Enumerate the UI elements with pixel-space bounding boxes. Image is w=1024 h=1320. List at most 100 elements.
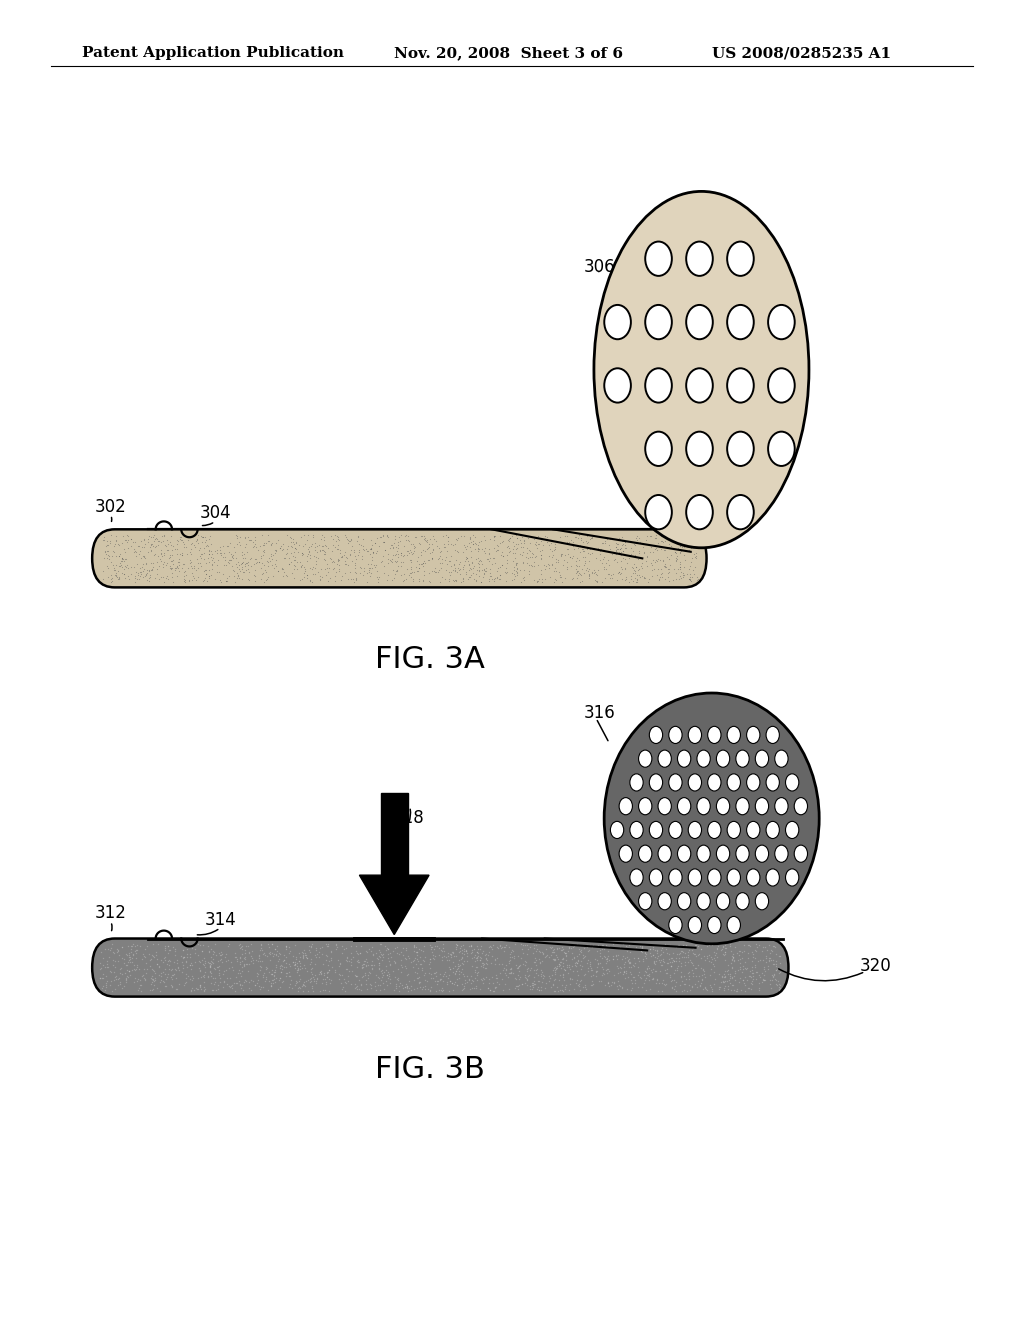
- Point: [532, 953, 549, 974]
- Point: [146, 968, 163, 989]
- Point: [423, 964, 439, 985]
- Point: [385, 537, 401, 558]
- Point: [690, 936, 707, 957]
- Point: [623, 979, 639, 1001]
- Point: [433, 566, 450, 587]
- Point: [430, 970, 446, 991]
- Point: [418, 531, 434, 552]
- Point: [554, 940, 570, 961]
- Point: [197, 527, 213, 548]
- Point: [289, 960, 305, 981]
- Point: [618, 552, 635, 573]
- Point: [344, 961, 360, 982]
- Point: [608, 945, 625, 966]
- Point: [629, 572, 645, 593]
- Point: [230, 565, 247, 586]
- Point: [182, 541, 199, 562]
- Point: [359, 965, 376, 986]
- Point: [441, 561, 458, 582]
- Point: [482, 979, 499, 1001]
- Point: [422, 979, 438, 1001]
- Point: [321, 960, 337, 981]
- Point: [745, 946, 762, 968]
- Point: [717, 960, 733, 981]
- Point: [307, 953, 324, 974]
- Point: [294, 569, 310, 590]
- Point: [440, 533, 457, 554]
- Circle shape: [795, 845, 808, 862]
- Point: [594, 956, 610, 977]
- Point: [174, 557, 190, 578]
- Point: [592, 940, 608, 961]
- Point: [711, 978, 727, 999]
- Point: [155, 952, 171, 973]
- Point: [711, 975, 727, 997]
- Point: [106, 541, 123, 562]
- Point: [166, 952, 182, 973]
- Point: [569, 953, 586, 974]
- Point: [522, 960, 539, 981]
- Point: [183, 562, 200, 583]
- Point: [151, 933, 167, 954]
- Point: [714, 965, 730, 986]
- Point: [454, 942, 470, 964]
- Point: [184, 968, 201, 989]
- Point: [546, 979, 562, 1001]
- Point: [501, 531, 517, 552]
- Point: [557, 977, 573, 998]
- Point: [526, 552, 543, 573]
- Point: [544, 541, 560, 562]
- Point: [617, 568, 634, 589]
- Point: [570, 550, 587, 572]
- Point: [270, 942, 287, 964]
- Point: [422, 948, 438, 969]
- Point: [525, 974, 542, 995]
- Point: [475, 956, 492, 977]
- Point: [301, 540, 317, 561]
- Point: [626, 533, 642, 554]
- Point: [95, 569, 112, 590]
- Point: [270, 561, 287, 582]
- Point: [358, 540, 375, 561]
- Point: [469, 965, 485, 986]
- Point: [346, 540, 362, 561]
- Point: [225, 960, 242, 981]
- Point: [748, 954, 764, 975]
- Point: [598, 935, 614, 956]
- Point: [686, 543, 702, 564]
- Point: [237, 940, 253, 961]
- Point: [114, 557, 130, 578]
- Point: [626, 956, 642, 977]
- Point: [234, 545, 251, 566]
- Point: [211, 960, 227, 981]
- Point: [191, 539, 208, 560]
- Point: [182, 944, 199, 965]
- Point: [487, 525, 504, 546]
- Point: [480, 543, 497, 564]
- Point: [759, 940, 775, 961]
- Point: [447, 570, 464, 591]
- Circle shape: [620, 797, 633, 814]
- Point: [112, 544, 128, 565]
- Point: [539, 945, 555, 966]
- Point: [157, 958, 173, 979]
- Point: [384, 544, 400, 565]
- Point: [560, 962, 577, 983]
- Point: [231, 953, 248, 974]
- Point: [424, 941, 440, 962]
- Point: [351, 942, 368, 964]
- Point: [209, 554, 225, 576]
- Point: [580, 539, 596, 560]
- Point: [451, 961, 467, 982]
- Point: [631, 950, 647, 972]
- Point: [372, 979, 388, 1001]
- Point: [503, 941, 519, 962]
- Point: [545, 941, 561, 962]
- Point: [221, 541, 238, 562]
- Point: [406, 561, 422, 582]
- Point: [106, 950, 123, 972]
- Point: [601, 539, 617, 560]
- Point: [723, 953, 739, 974]
- Point: [427, 562, 443, 583]
- Point: [398, 975, 415, 997]
